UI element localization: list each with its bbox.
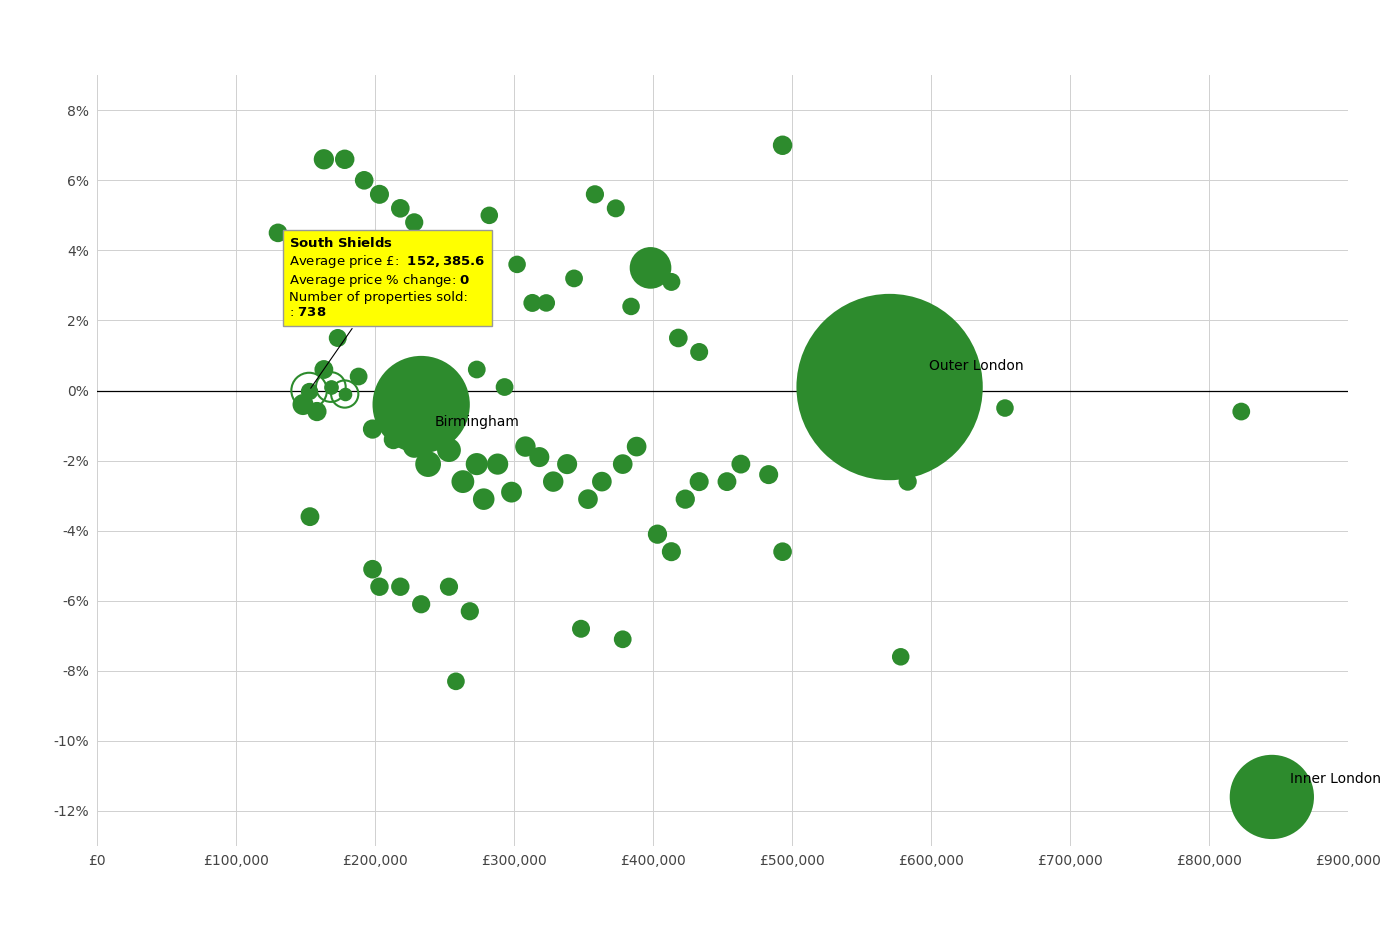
Point [478,208,500,223]
Point [716,474,738,489]
Point [334,386,356,401]
Point [535,295,557,310]
Point [452,292,474,307]
Text: Outer London: Outer London [929,359,1023,373]
Point [297,383,320,398]
Point [473,492,495,507]
Point [660,544,682,559]
Point [403,439,425,454]
Point [382,432,404,447]
Point [1261,790,1283,805]
Point [660,274,682,290]
Point [506,257,528,272]
Point [348,369,370,384]
Point [473,257,495,272]
Point [438,579,460,594]
Point [409,243,431,258]
Point [897,474,919,489]
Point [758,467,780,482]
Point [674,492,696,507]
Point [267,226,289,241]
Point [605,201,627,216]
Point [417,457,439,472]
Point [500,485,523,500]
Point [353,173,375,188]
Point [493,380,516,395]
Point [431,292,453,307]
Point [577,492,599,507]
Point [591,474,613,489]
Point [410,597,432,612]
Point [667,331,689,346]
Point [521,295,543,310]
Point [514,439,537,454]
Point [612,457,634,472]
Text: Inner London: Inner London [1290,773,1380,787]
Point [556,457,578,472]
Point [994,400,1016,415]
Point [584,187,606,202]
Point [334,386,356,401]
Point [813,362,835,377]
Point [486,457,509,472]
Point [389,201,411,216]
Point [466,362,488,377]
Point [1230,404,1252,419]
Point [730,457,752,472]
Point [410,397,432,412]
Point [612,632,634,647]
Point [403,215,425,230]
Point [445,674,467,689]
Point [466,457,488,472]
Point [688,474,710,489]
Point [688,344,710,359]
Point [771,544,794,559]
Point [620,299,642,314]
Point [313,151,335,166]
Point [878,380,901,395]
Point [542,474,564,489]
Point [292,243,314,258]
Point [438,443,460,458]
Point [361,562,384,577]
Point [299,509,321,525]
Point [320,380,342,395]
Point [361,421,384,436]
Point [297,383,320,398]
Text: Birmingham: Birmingham [435,415,520,429]
Point [876,404,898,419]
Point [320,380,342,395]
Point [563,271,585,286]
Point [327,331,349,346]
Point [368,579,391,594]
Point [626,439,648,454]
Point [459,603,481,619]
Point [639,260,662,275]
Point [646,526,669,541]
Point [438,372,460,387]
Point [389,579,411,594]
Point [570,621,592,636]
Point [313,362,335,377]
Point [368,187,391,202]
Point [334,151,356,166]
Point [890,650,912,665]
Text: $\bf{South\ Shields}$
Average price £:  $\bf{152,385.6}$
Average price % change:: $\bf{South\ Shields}$ Average price £: $… [289,236,485,388]
Point [292,397,314,412]
Point [528,449,550,464]
Point [771,138,794,153]
Point [389,264,411,279]
Point [424,404,446,419]
Point [452,474,474,489]
Point [306,404,328,419]
